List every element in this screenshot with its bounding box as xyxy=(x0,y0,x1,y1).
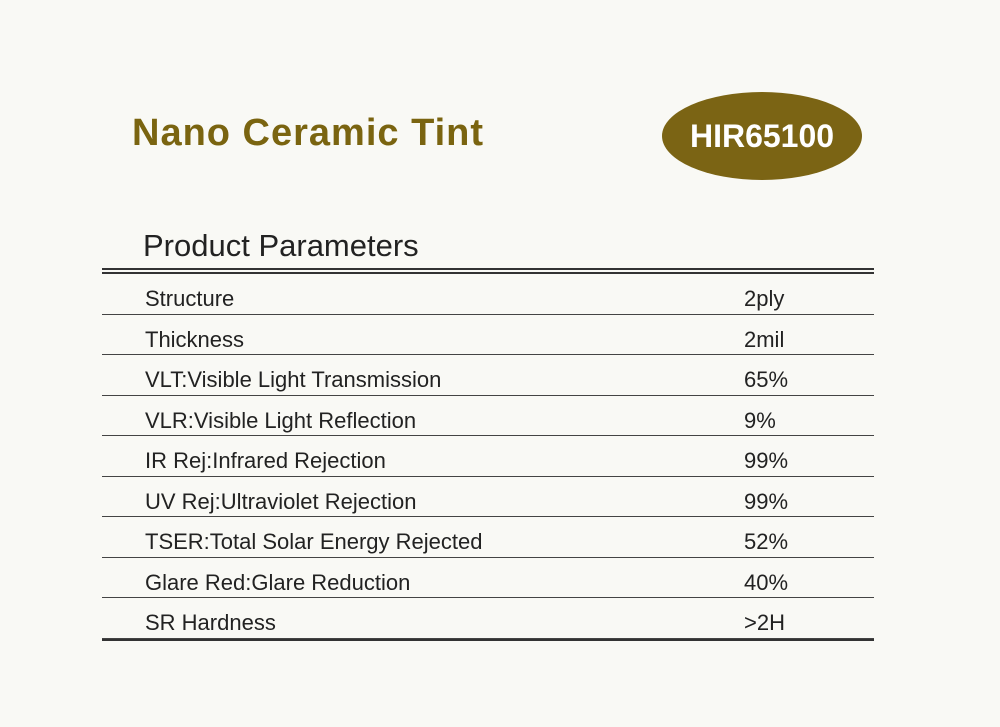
param-name: Glare Red:Glare Reduction xyxy=(145,569,411,595)
param-table: Structure 2ply Thickness 2mil VLT:Visible Li… xyxy=(102,268,874,643)
param-value: 9% xyxy=(744,407,776,433)
param-name: VLT:Visible Light Transmission xyxy=(145,367,442,392)
param-name: IR Rej:Infrared Rejection xyxy=(145,448,386,473)
param-value: 52% xyxy=(744,529,789,554)
table-row: VLT:Visible Light Transmission 65% xyxy=(102,355,874,396)
table-row: IR Rej:Infrared Rejection 99% xyxy=(102,436,874,477)
param-name: Structure xyxy=(145,286,235,311)
table-row: VLR:Visible Light Reflection 9% xyxy=(102,396,874,436)
table-title: Product Parameters xyxy=(143,228,419,263)
rule xyxy=(102,638,874,643)
param-value: 65% xyxy=(744,367,789,392)
table-row: Structure 2ply xyxy=(102,274,874,315)
param-name: Thickness xyxy=(145,326,245,352)
param-value: 99% xyxy=(744,488,789,514)
param-value: 40% xyxy=(744,569,789,595)
rule xyxy=(102,268,874,274)
param-value: 2mil xyxy=(744,326,785,352)
param-value: >2H xyxy=(744,610,785,635)
table-row: TSER:Total Solar Energy Rejected 52% xyxy=(102,517,874,558)
title: Nano Ceramic Tint xyxy=(132,112,485,154)
param-name: TSER:Total Solar Energy Rejected xyxy=(145,529,483,554)
table-row: Thickness 2mil xyxy=(102,315,874,355)
param-value: 99% xyxy=(744,448,789,473)
table-row: SR Hardness >2H xyxy=(102,598,874,639)
table-row: UV Rej:Ultraviolet Rejection 99% xyxy=(102,477,874,517)
param-name: SR Hardness xyxy=(145,610,276,635)
param-name: UV Rej:Ultraviolet Rejection xyxy=(145,488,417,514)
param-value: 2ply xyxy=(744,286,785,311)
param-name: VLR:Visible Light Reflection xyxy=(145,407,417,433)
model-badge: HIR65100 xyxy=(662,92,862,180)
table-row: Glare Red:Glare Reduction 40% xyxy=(102,558,874,598)
